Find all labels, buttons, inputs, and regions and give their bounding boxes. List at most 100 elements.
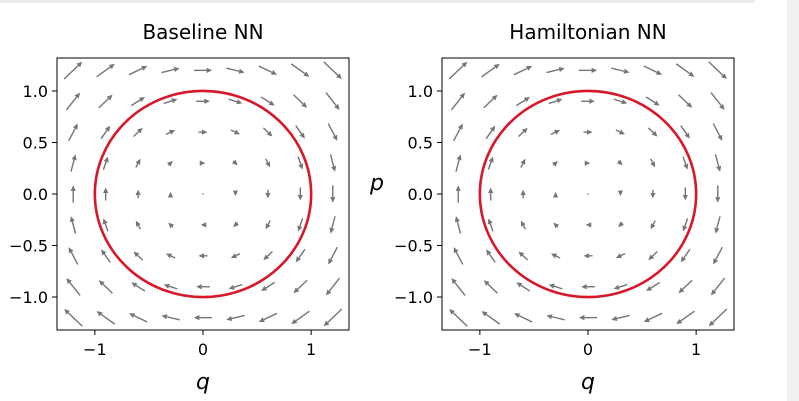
field-arrow — [483, 280, 498, 294]
field-arrow-head — [336, 73, 342, 80]
field-arrow-shaft — [515, 99, 526, 107]
field-arrow-shaft — [452, 312, 468, 327]
field-arrow-shaft — [161, 68, 175, 74]
field-arrow-shaft — [264, 158, 269, 163]
field-arrow-head — [516, 282, 523, 288]
field-arrow — [263, 250, 273, 261]
field-arrow — [581, 98, 595, 104]
field-arrow-head — [454, 216, 460, 223]
field-arrow — [678, 94, 693, 108]
field-arrow-head — [70, 185, 76, 191]
field-arrow-head — [461, 61, 468, 68]
field-arrow — [455, 154, 462, 172]
field-arrow — [69, 216, 77, 234]
field-arrow-shaft — [617, 160, 620, 162]
field-arrow — [615, 129, 625, 135]
field-arrow — [481, 63, 500, 78]
field-arrow-head — [553, 222, 560, 229]
y-tick-label: −0.5 — [9, 237, 48, 256]
field-arrow — [615, 253, 626, 258]
field-arrow-shaft — [65, 96, 78, 111]
chart-panel-hamiltonian: Hamiltonian NN −1 0 1 −1.0 −0.5 0.0 0.5 1.0 q p — [369, 20, 735, 395]
y-tick-label: 0.5 — [23, 133, 48, 152]
field-arrow — [297, 156, 304, 170]
field-arrow — [63, 61, 83, 80]
field-arrow-shaft — [483, 98, 494, 109]
field-arrow-shaft — [137, 254, 144, 261]
field-arrow-shaft — [647, 127, 654, 134]
field-arrow-shaft — [297, 156, 302, 165]
field-arrow — [228, 98, 243, 105]
field-arrow-head — [297, 194, 303, 201]
x-axis-label: q — [581, 370, 595, 395]
field-arrow-shaft — [680, 310, 695, 322]
field-arrow — [682, 218, 689, 232]
field-arrow — [226, 314, 245, 322]
field-arrow — [518, 127, 528, 138]
field-arrow — [135, 189, 141, 199]
field-arrow-head — [587, 129, 593, 135]
field-arrow-head — [682, 225, 688, 232]
field-arrow — [98, 280, 113, 294]
field-arrow-shaft — [100, 129, 108, 140]
field-arrow — [548, 98, 563, 105]
field-arrow-shaft — [331, 216, 336, 229]
field-arrow — [487, 156, 494, 170]
field-arrow — [100, 125, 111, 140]
field-arrow-head — [104, 125, 111, 132]
chart-panel-baseline: Baseline NN −1 0 1 −1.0 −0.5 0.0 0.5 1.0 q — [9, 20, 350, 395]
field-arrow-shaft — [171, 226, 174, 228]
field-arrow-head — [266, 130, 273, 137]
field-arrow-head — [483, 280, 490, 286]
field-arrow — [258, 65, 277, 75]
field-arrow-shaft — [620, 253, 626, 257]
field-arrow-head — [163, 283, 170, 289]
field-arrow-shaft — [481, 66, 496, 78]
field-arrow — [166, 253, 176, 259]
field-arrow-head — [135, 189, 141, 196]
field-arrow-shaft — [295, 310, 310, 322]
field-arrow-shaft — [712, 308, 728, 324]
field-arrow-shaft — [130, 99, 141, 107]
field-arrow-shaft — [645, 96, 656, 104]
field-arrow-shaft — [487, 161, 492, 170]
field-arrow-head — [298, 163, 304, 170]
field-arrow-shaft — [69, 281, 81, 296]
field-arrow — [65, 92, 81, 111]
y-tick-label: 1.0 — [408, 82, 433, 101]
field-arrow — [583, 253, 593, 259]
field-arrow-shaft — [683, 248, 691, 259]
field-arrow-head — [546, 314, 553, 320]
field-arrow — [167, 191, 174, 198]
field-arrow — [483, 94, 498, 109]
field-arrow-head — [103, 156, 109, 163]
field-arrow-shaft — [133, 131, 140, 138]
field-arrow-head — [206, 67, 213, 73]
field-arrow — [168, 222, 175, 229]
field-arrow — [163, 98, 178, 105]
field-arrow — [578, 315, 598, 321]
field-arrow-head — [623, 68, 630, 74]
field-arrow — [618, 221, 624, 228]
field-arrow — [581, 284, 595, 290]
field-arrow-head — [202, 129, 208, 135]
field-arrow — [553, 222, 560, 229]
y-tick-label: 0.5 — [408, 133, 433, 152]
field-arrow-shaft — [102, 161, 107, 170]
field-arrow-head — [616, 159, 623, 166]
field-arrow-head — [106, 94, 113, 101]
field-arrow-shaft — [330, 246, 338, 260]
field-arrow-shaft — [233, 283, 243, 288]
field-arrow-head — [578, 315, 585, 321]
scrollbar-track[interactable] — [787, 0, 799, 401]
field-arrow — [448, 61, 468, 80]
field-arrow-shaft — [263, 312, 278, 321]
field-arrow-head — [228, 284, 235, 290]
vector-field — [63, 61, 343, 327]
field-arrow-shaft — [675, 63, 691, 75]
field-arrow — [516, 282, 531, 292]
field-arrow-shaft — [228, 98, 238, 103]
x-tick-label: 0 — [583, 340, 593, 359]
field-arrow-shaft — [327, 308, 343, 324]
field-arrow-shaft — [293, 94, 304, 105]
